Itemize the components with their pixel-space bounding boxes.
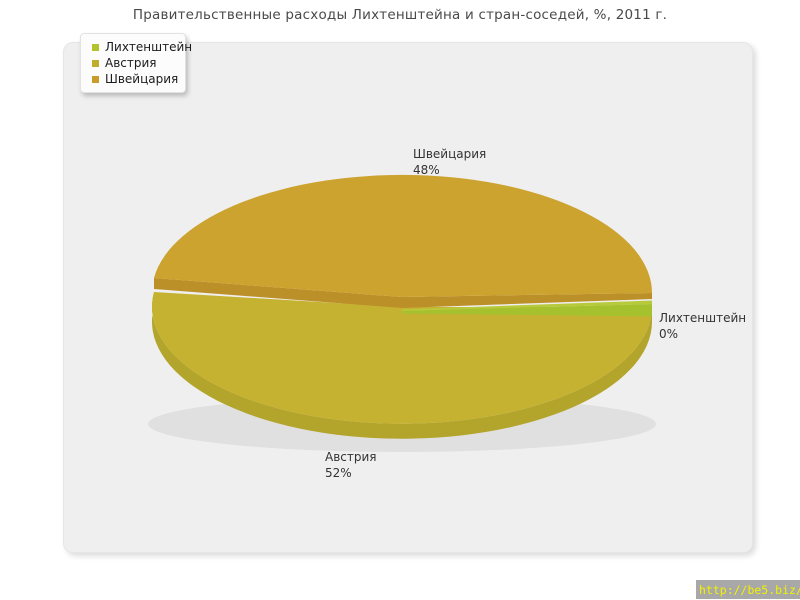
slice-label-liechtenstein: Лихтенштейн 0%: [659, 310, 746, 342]
pie-slice-liechtenstein-top: [402, 300, 652, 311]
pie-slice-switzerland-side: [154, 278, 652, 308]
watermark-url: http://be5.biz/: [696, 580, 800, 599]
legend: Лихтенштейн Австрия Швейцария: [80, 33, 192, 93]
legend-item-austria: Австрия: [87, 55, 179, 71]
legend-swatch-austria: [92, 59, 99, 67]
legend-swatch-liechtenstein: [92, 43, 99, 51]
pie-slice-austria-top: [152, 292, 653, 424]
legend-swatch-switzerland: [92, 75, 99, 83]
legend-item-label: Австрия: [105, 56, 157, 70]
legend-item-liechtenstein: Лихтенштейн: [87, 39, 192, 55]
chart-title: Правительственные расходы Лихтенштейна и…: [132, 7, 668, 23]
slice-label-percent: 52%: [325, 466, 352, 480]
pie-slice-switzerland-top: [154, 174, 653, 297]
slice-label-percent: 48%: [413, 163, 440, 177]
legend-item-label: Лихтенштейн: [105, 40, 193, 54]
slice-label-percent: 0%: [659, 327, 679, 341]
slice-label-switzerland: Швейцария 48%: [413, 146, 486, 178]
legend-item-switzerland: Швейцария: [87, 71, 179, 87]
slice-label-austria: Австрия 52%: [325, 449, 377, 481]
legend-item-label: Швейцария: [105, 72, 179, 86]
pie-slice-liechtenstein-side: [402, 304, 652, 317]
slice-label-name: Лихтенштейн: [659, 311, 747, 325]
slice-label-name: Австрия: [325, 450, 377, 464]
slice-label-name: Швейцария: [413, 147, 487, 161]
